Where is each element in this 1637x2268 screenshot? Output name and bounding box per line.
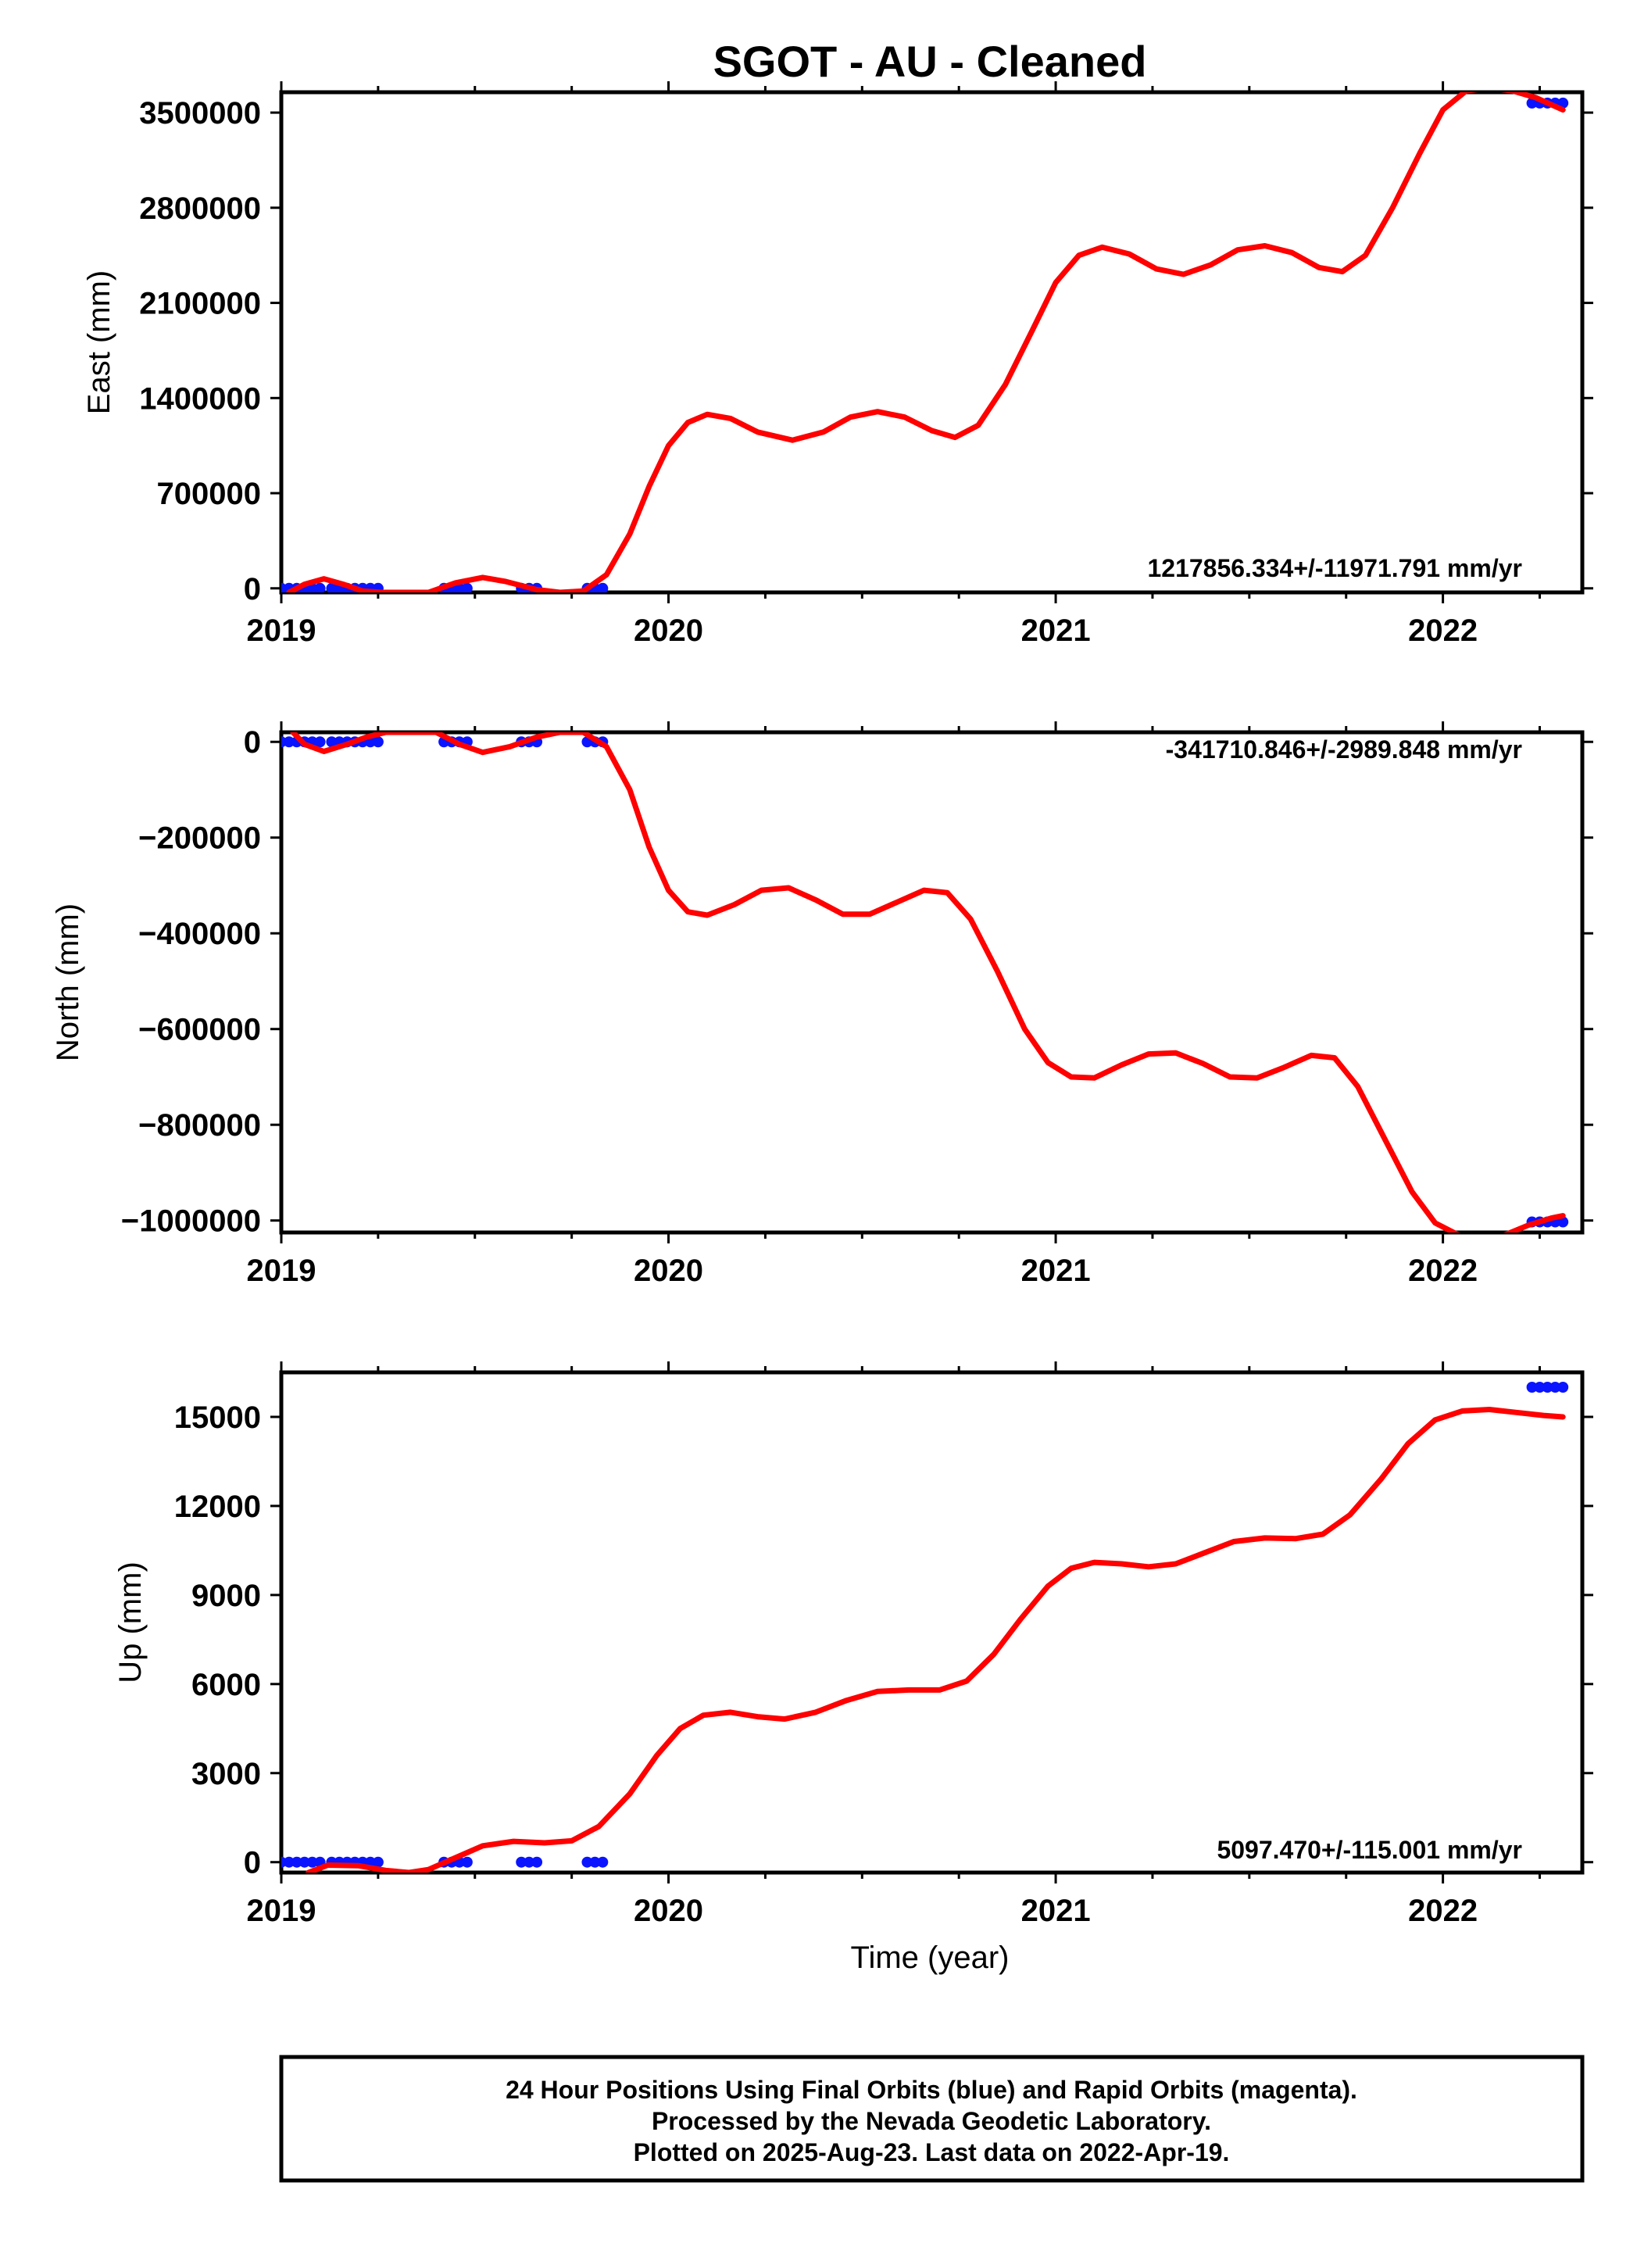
footer-line-3: Plotted on 2025-Aug-23. Last data on 202… [634, 2138, 1230, 2166]
up-data-point [1549, 1381, 1561, 1393]
x-tick-label: 2019 [247, 1254, 316, 1288]
up-data-point [283, 1856, 295, 1868]
up-panel: 2019 2020 2021 2022 0 3000 6000 9000 12000 15000 U… [113, 1361, 1593, 1928]
y-tick-label: 700000 [157, 477, 261, 511]
y-tick-label: 9000 [191, 1579, 261, 1613]
y-tick-label: 3000 [191, 1757, 261, 1791]
up-data-point [291, 1856, 302, 1868]
north-y-axis-label: North (mm) [51, 903, 85, 1061]
x-tick-label: 2020 [634, 1894, 703, 1928]
y-tick-label: 0 [244, 1846, 261, 1880]
north-data-point [326, 736, 338, 748]
y-tick-label: 0 [244, 572, 261, 606]
x-tick-label: 2020 [634, 1254, 703, 1288]
up-data-point [516, 1856, 527, 1868]
y-tick-label: 6000 [191, 1668, 261, 1702]
up-data-point [461, 1856, 473, 1868]
x-axis-label: Time (year) [851, 1941, 1010, 1975]
y-tick-label: 2800000 [139, 191, 261, 226]
east-data-point [1526, 97, 1538, 109]
x-tick-label: 2021 [1021, 1894, 1091, 1928]
north-data-point [283, 736, 295, 748]
up-data-point [1534, 1381, 1546, 1393]
east-plot-frame [279, 90, 1585, 595]
north-model-curve [290, 732, 1566, 1232]
north-panel: 2019 2020 2021 2022 0 −200000 −400000 −600000 −8… [51, 721, 1593, 1288]
y-tick-label: 15000 [174, 1401, 261, 1435]
up-data-point [581, 1856, 593, 1868]
y-tick-label: 1400000 [139, 381, 261, 416]
east-data-point [314, 582, 326, 592]
east-panel: 2019 2020 2021 2022 0 700000 1400000 2100000 280… [82, 81, 1593, 648]
up-data-point [524, 1856, 535, 1868]
y-tick-label: −800000 [138, 1108, 261, 1143]
north-data-point [314, 736, 326, 748]
up-data-point [1557, 1381, 1569, 1393]
up-data-point [1526, 1381, 1538, 1393]
y-tick-label: 12000 [174, 1490, 261, 1524]
up-model-curve [306, 1407, 1566, 1873]
y-tick-label: 0 [244, 725, 261, 760]
up-data-point [298, 1856, 310, 1868]
x-tick-label: 2019 [247, 1894, 316, 1928]
north-plot-frame [279, 730, 1585, 1235]
north-plot-area [281, 732, 1569, 1232]
x-tick-label: 2021 [1021, 614, 1091, 648]
x-tick-label: 2022 [1408, 1894, 1478, 1928]
y-tick-label: −400000 [138, 917, 261, 951]
up-data-point [589, 1856, 601, 1868]
x-tick-label: 2022 [1408, 1254, 1478, 1288]
up-data-point [306, 1856, 318, 1868]
y-tick-label: −600000 [138, 1013, 261, 1047]
footer-frame [279, 2055, 1585, 2183]
footer-line-2: Processed by the Nevada Geodetic Laborat… [652, 2107, 1211, 2135]
up-plot-frame [279, 1370, 1585, 1875]
up-data-point [531, 1856, 543, 1868]
east-model-curve [286, 92, 1566, 592]
x-tick-label: 2020 [634, 614, 703, 648]
east-y-axis-label: East (mm) [82, 270, 116, 414]
chart-title: SGOT - AU - Cleaned [713, 37, 1147, 86]
north-data-point [1557, 1216, 1569, 1228]
east-rate-label: 1217856.334+/-11971.791 mm/yr [1147, 554, 1522, 582]
up-data-point [597, 1856, 609, 1868]
up-data-point [372, 1856, 384, 1868]
east-plot-area [281, 92, 1569, 592]
y-tick-label: 3500000 [139, 96, 261, 131]
up-y-axis-label: Up (mm) [113, 1561, 148, 1683]
north-rate-label: -341710.846+/-2989.848 mm/yr [1166, 735, 1522, 764]
up-data-point [1542, 1381, 1553, 1393]
footer-box: 24 Hour Positions Using Final Orbits (bl… [279, 2055, 1585, 2183]
x-tick-label: 2022 [1408, 614, 1478, 648]
y-tick-label: −1000000 [121, 1204, 261, 1239]
y-tick-label: 2100000 [139, 287, 261, 321]
north-data-point [372, 736, 384, 748]
up-rate-label: 5097.470+/-115.001 mm/yr [1217, 1836, 1522, 1864]
x-tick-label: 2019 [247, 614, 316, 648]
east-data-point [461, 582, 473, 592]
x-tick-label: 2021 [1021, 1254, 1091, 1288]
east-data-point [597, 582, 609, 592]
up-plot-area [281, 1381, 1569, 1873]
footer-line-1: 24 Hour Positions Using Final Orbits (bl… [506, 2076, 1357, 2104]
y-tick-label: −200000 [138, 821, 261, 856]
